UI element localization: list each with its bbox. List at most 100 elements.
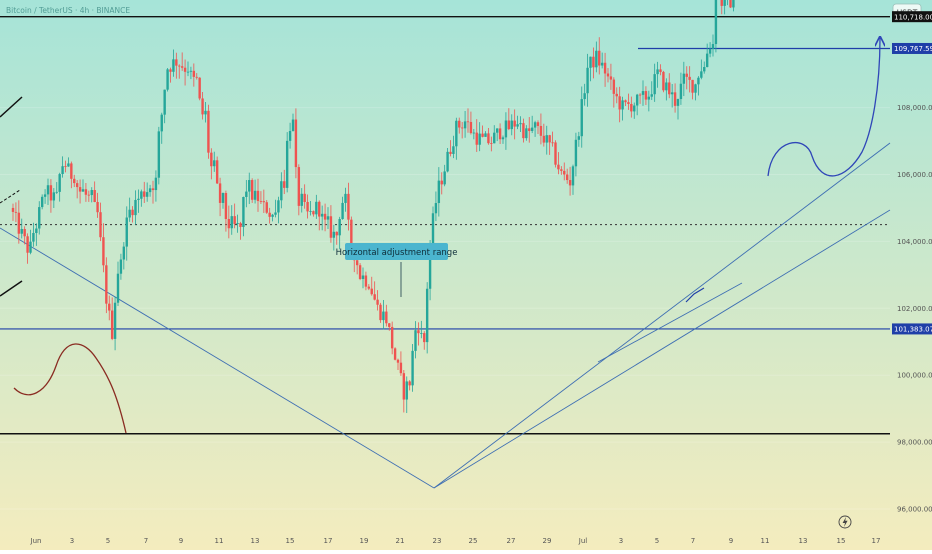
candle-body xyxy=(513,120,516,127)
candle-body xyxy=(644,91,648,100)
candle-body xyxy=(694,84,697,93)
candle-body xyxy=(399,362,403,374)
candle-body xyxy=(178,65,181,67)
candle-body xyxy=(589,56,592,68)
candle-body xyxy=(703,67,706,72)
candle-body xyxy=(335,231,338,236)
candle-body xyxy=(533,122,537,128)
candle-body xyxy=(679,83,683,100)
candle-body xyxy=(598,50,601,66)
candle-body xyxy=(542,135,546,143)
candle-body xyxy=(332,231,336,238)
candle-body xyxy=(309,211,312,212)
candle-body xyxy=(285,140,289,188)
annotation-horizontal-range[interactable]: Horizontal adjustment range xyxy=(336,243,458,260)
candle-body xyxy=(303,193,306,202)
candle-body xyxy=(431,213,435,246)
candle-body xyxy=(105,265,108,304)
candle-body xyxy=(99,212,102,238)
candle-body xyxy=(536,122,540,126)
rounding-arc-annotation xyxy=(13,343,127,434)
x-tick-label: 15 xyxy=(286,537,295,545)
candle-body xyxy=(525,128,528,139)
candle-body xyxy=(23,229,26,237)
candle-body xyxy=(364,275,368,287)
candle-body xyxy=(571,166,575,186)
candle-body xyxy=(341,202,344,220)
candle-body xyxy=(443,171,446,185)
candle-body xyxy=(481,133,484,137)
candle-body xyxy=(656,69,659,75)
candle-body xyxy=(711,44,715,49)
horizontal-levels xyxy=(0,15,890,435)
trendline-lower-support xyxy=(597,282,743,363)
candle-body xyxy=(714,0,718,45)
candle-body xyxy=(402,373,406,400)
x-tick-label: 25 xyxy=(469,537,478,545)
candle-body xyxy=(385,311,388,324)
candle-body xyxy=(198,77,201,99)
candle-body xyxy=(729,0,732,8)
candle-body xyxy=(172,59,175,72)
candle-body xyxy=(262,201,266,203)
x-tick-label: 9 xyxy=(729,537,733,545)
y-tick-label: 100,000.00 xyxy=(897,372,932,380)
candle-body xyxy=(157,131,161,178)
candle-body xyxy=(440,180,443,185)
candle-body xyxy=(493,132,496,144)
candle-body xyxy=(405,381,408,400)
candle-body xyxy=(600,62,604,66)
candle-body xyxy=(318,201,321,217)
candle-body xyxy=(84,189,88,195)
candle-body xyxy=(259,200,263,202)
candle-body xyxy=(338,219,341,236)
candle-body xyxy=(653,74,656,95)
candle-body xyxy=(388,323,391,327)
candle-body xyxy=(633,105,636,112)
candlestick-series xyxy=(11,0,735,414)
candle-body xyxy=(609,76,613,80)
annotation-label-box xyxy=(345,243,448,260)
candle-body xyxy=(659,69,662,72)
candle-body xyxy=(108,303,111,311)
candle-body xyxy=(592,56,595,68)
candle-body xyxy=(390,326,394,349)
candle-body xyxy=(490,143,493,144)
candle-body xyxy=(218,183,222,203)
time-axis[interactable]: Jun 3 5 7 9 11 13 15 17 19 21 23 25 27 29 Jul 3 5 7 9 11 13 15… xyxy=(30,537,881,545)
candle-body xyxy=(425,288,429,343)
lightning-icon[interactable] xyxy=(838,515,852,529)
candle-body xyxy=(705,53,709,68)
candle-body xyxy=(207,110,210,153)
y-tick-label: 96,000.00 xyxy=(897,506,932,514)
candle-body xyxy=(507,120,511,130)
candle-body xyxy=(670,92,674,95)
candle-body xyxy=(143,191,146,197)
candle-body xyxy=(297,167,301,206)
candle-body xyxy=(113,302,117,339)
candle-body xyxy=(11,207,15,212)
candle-body xyxy=(277,200,280,213)
candle-body xyxy=(487,133,490,144)
candle-body xyxy=(224,192,228,219)
candle-body xyxy=(554,142,557,165)
projection-arrow xyxy=(767,38,880,177)
candle-body xyxy=(128,209,131,218)
candle-body xyxy=(458,120,461,128)
candle-body xyxy=(274,212,277,215)
x-tick-label: 13 xyxy=(251,537,260,545)
candle-body xyxy=(242,196,245,227)
x-tick-label: 3 xyxy=(619,537,623,545)
candle-body xyxy=(472,132,476,134)
x-tick-label: 23 xyxy=(433,537,442,545)
annotations xyxy=(13,38,880,434)
candle-body xyxy=(87,194,91,196)
candle-body xyxy=(75,183,79,188)
candle-body xyxy=(140,191,143,199)
candle-body xyxy=(46,185,50,195)
candle-body xyxy=(638,94,642,96)
y-tick-label: 108,000.00 xyxy=(897,104,932,112)
x-tick-label: 5 xyxy=(106,537,110,545)
candle-body xyxy=(551,142,554,144)
